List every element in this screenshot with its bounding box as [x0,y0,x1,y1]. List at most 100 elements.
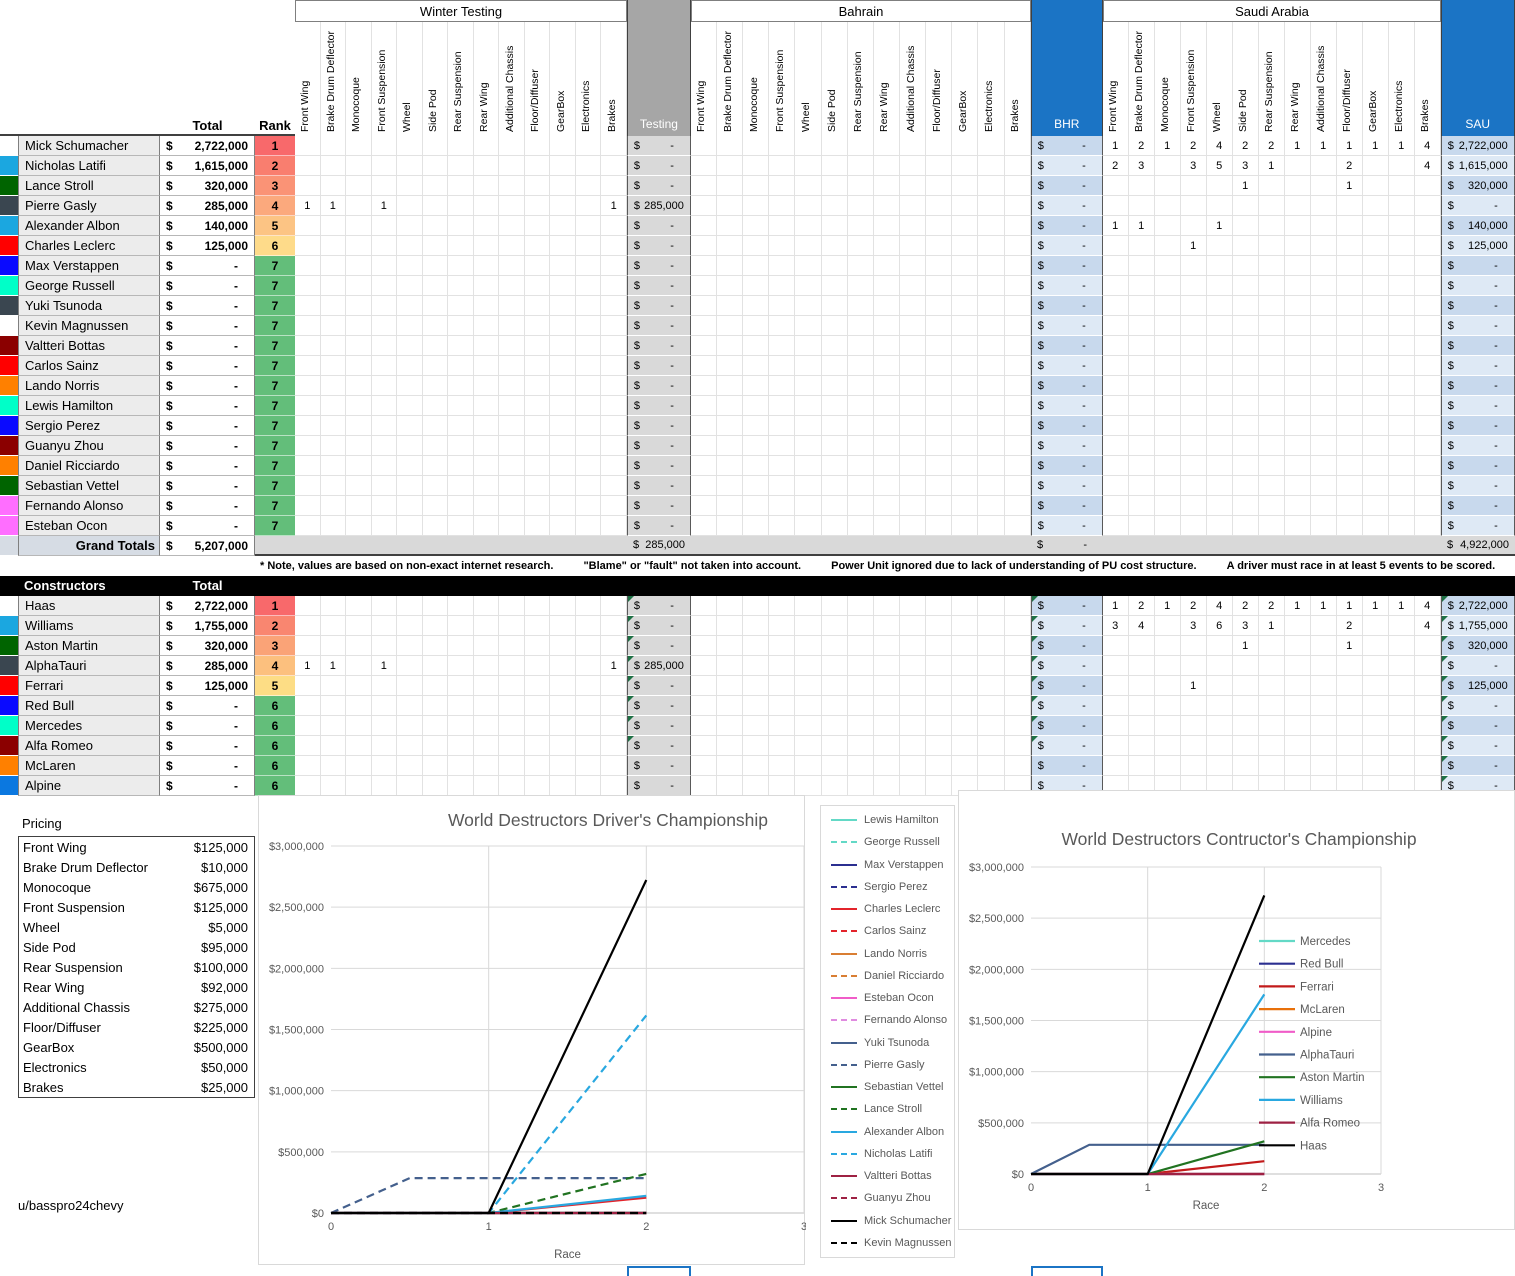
part-count-cell[interactable] [1004,636,1031,656]
part-count-cell[interactable] [1362,696,1389,716]
part-count-cell[interactable] [1004,596,1031,616]
part-count-cell[interactable] [1362,176,1389,196]
part-count-cell[interactable] [1284,436,1311,456]
part-count-cell[interactable]: 1 [295,196,321,216]
part-count-cell[interactable] [448,396,474,416]
part-count-cell[interactable] [397,736,423,756]
part-count-cell[interactable] [295,316,321,336]
rank-cell[interactable]: 7 [255,296,295,316]
part-count-cell[interactable] [952,656,979,676]
part-count-cell[interactable] [550,596,576,616]
rank-cell[interactable]: 3 [255,636,295,656]
part-count-cell[interactable] [1102,196,1129,216]
part-count-cell[interactable] [1206,696,1233,716]
driver-name-cell[interactable]: Charles Leclerc [18,236,160,256]
part-count-cell[interactable] [524,516,551,536]
part-count-cell[interactable] [371,236,398,256]
part-count-cell[interactable] [1310,296,1337,316]
part-count-cell[interactable] [900,656,927,676]
part-count-cell[interactable] [795,216,822,236]
bhr-total-cell[interactable]: $ - [1030,756,1103,776]
part-count-cell[interactable]: 2 [1232,136,1259,156]
part-count-cell[interactable]: 4 [1414,156,1441,176]
total-cell[interactable]: $ - [160,496,255,516]
part-count-cell[interactable] [524,216,551,236]
part-count-cell[interactable]: 1 [1102,596,1129,616]
part-count-cell[interactable]: 1 [1258,156,1285,176]
part-count-cell[interactable] [320,236,347,256]
part-count-cell[interactable] [1232,276,1259,296]
part-count-cell[interactable] [1128,256,1155,276]
part-count-cell[interactable] [1206,416,1233,436]
part-count-cell[interactable] [900,296,927,316]
part-count-cell[interactable] [978,596,1005,616]
part-count-cell[interactable] [320,636,347,656]
part-count-cell[interactable] [473,716,500,736]
part-count-cell[interactable] [1004,236,1031,256]
part-count-cell[interactable] [717,156,744,176]
part-count-cell[interactable] [847,736,874,756]
part-count-cell[interactable] [769,756,796,776]
total-cell[interactable]: $ - [160,356,255,376]
part-count-cell[interactable] [873,456,901,476]
part-count-cell[interactable]: 3 [1180,156,1207,176]
bhr-total-cell[interactable]: $ - [1030,596,1103,616]
part-count-cell[interactable] [847,216,874,236]
part-count-cell[interactable] [397,516,423,536]
total-cell[interactable]: $285,000 [160,656,255,676]
part-count-cell[interactable] [769,736,796,756]
part-count-cell[interactable] [295,476,321,496]
part-count-cell[interactable] [952,516,979,536]
part-count-cell[interactable]: 4 [1206,596,1233,616]
part-count-cell[interactable] [1362,256,1389,276]
part-count-cell[interactable] [320,456,347,476]
part-count-cell[interactable] [769,136,796,156]
part-count-cell[interactable] [371,256,398,276]
part-count-cell[interactable] [371,436,398,456]
rank-cell[interactable]: 2 [255,616,295,636]
part-count-cell[interactable] [601,596,627,616]
part-count-cell[interactable] [1154,756,1181,776]
part-count-cell[interactable] [821,236,848,256]
part-count-cell[interactable] [524,156,551,176]
part-count-cell[interactable] [717,276,744,296]
part-count-cell[interactable] [346,636,372,656]
part-count-cell[interactable] [575,656,602,676]
part-count-cell[interactable] [795,316,822,336]
part-count-cell[interactable] [795,636,822,656]
part-count-cell[interactable] [926,456,953,476]
part-count-cell[interactable] [473,276,500,296]
part-count-cell[interactable] [524,456,551,476]
part-count-cell[interactable] [601,316,627,336]
part-count-cell[interactable] [1004,756,1031,776]
part-count-cell[interactable] [847,136,874,156]
bhr-total-cell[interactable]: $ - [1030,636,1103,656]
rank-cell[interactable]: 7 [255,336,295,356]
part-count-cell[interactable] [1336,656,1363,676]
driver-name-cell[interactable]: Mick Schumacher [18,136,160,156]
part-count-cell[interactable] [690,216,718,236]
part-count-cell[interactable] [1004,316,1031,336]
part-count-cell[interactable] [1310,476,1337,496]
part-count-cell[interactable] [1180,316,1207,336]
part-count-cell[interactable] [320,476,347,496]
part-count-cell[interactable] [795,436,822,456]
part-count-cell[interactable] [821,456,848,476]
part-count-cell[interactable] [1336,296,1363,316]
part-count-cell[interactable] [795,596,822,616]
part-count-cell[interactable] [1258,416,1285,436]
part-count-cell[interactable] [1180,436,1207,456]
part-count-cell[interactable] [1388,616,1415,636]
part-count-cell[interactable] [473,316,500,336]
part-count-cell[interactable] [601,516,627,536]
part-count-cell[interactable] [821,416,848,436]
part-count-cell[interactable] [1232,756,1259,776]
part-count-cell[interactable] [952,436,979,456]
part-count-cell[interactable] [575,236,602,256]
part-count-cell[interactable] [1284,716,1311,736]
driver-name-cell[interactable]: Yuki Tsunoda [18,296,160,316]
part-count-cell[interactable] [743,256,770,276]
part-count-cell[interactable] [575,456,602,476]
part-count-cell[interactable] [1414,636,1441,656]
part-count-cell[interactable]: 1 [1310,596,1337,616]
